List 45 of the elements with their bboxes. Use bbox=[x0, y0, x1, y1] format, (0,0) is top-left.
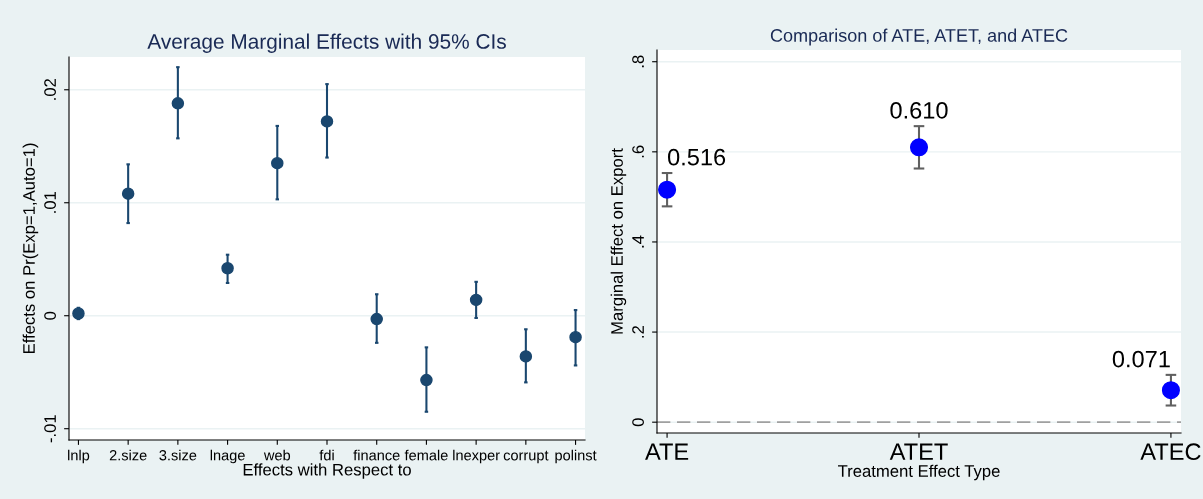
x-tick-label: web bbox=[263, 449, 291, 461]
y-axis-title: Effects on Pr(Exp=1,Auto=1) bbox=[22, 143, 39, 354]
x-tick-label: corrupt bbox=[503, 450, 549, 464]
point bbox=[320, 115, 334, 128]
data-label: 0.516 bbox=[668, 148, 726, 166]
x-tick-label: lnage bbox=[210, 449, 245, 464]
point bbox=[171, 97, 185, 110]
x-tick-label: ATET bbox=[889, 443, 948, 460]
y-tick-label: .02 bbox=[44, 79, 56, 100]
y-axis-title: Marginal Effect on Export bbox=[610, 148, 627, 334]
point bbox=[469, 293, 483, 307]
point bbox=[1161, 381, 1180, 400]
point bbox=[519, 350, 533, 363]
y-tick-label: .8 bbox=[632, 55, 644, 68]
y-tick-label: .4 bbox=[632, 235, 644, 248]
x-axis-title: Treatment Effect Type bbox=[838, 464, 1000, 481]
point bbox=[121, 187, 135, 200]
x-tick-label: finance bbox=[353, 449, 400, 461]
y-tick-label: -.01 bbox=[44, 415, 56, 443]
point bbox=[370, 312, 383, 326]
point bbox=[909, 138, 929, 157]
chart-title: Comparison of ATE, ATET, and ATEC bbox=[770, 28, 1068, 46]
y-tick-label: 0 bbox=[44, 311, 56, 320]
point bbox=[658, 180, 677, 199]
chart-title: Average Marginal Effects with 95% CIs bbox=[147, 33, 506, 53]
x-tick-label: 2.size bbox=[109, 449, 147, 461]
x-tick-label: female bbox=[404, 449, 448, 461]
point bbox=[221, 262, 234, 275]
data-label: 0.071 bbox=[1112, 350, 1170, 368]
y-tick-label: .2 bbox=[632, 325, 644, 338]
x-tick-label: ATE bbox=[645, 443, 689, 460]
y-tick-label: .01 bbox=[44, 191, 56, 213]
x-tick-label: lnlp bbox=[68, 449, 90, 464]
point bbox=[420, 373, 433, 387]
data-label: 0.610 bbox=[890, 101, 948, 119]
x-tick-label: 3.size bbox=[159, 449, 197, 461]
x-tick-label: fdi bbox=[319, 449, 334, 461]
point bbox=[569, 330, 582, 344]
x-axis-title: Effects with Respect to bbox=[243, 463, 411, 479]
x-tick-label: ATEC bbox=[1140, 443, 1201, 461]
x-tick-label: lnexper bbox=[453, 449, 500, 464]
y-tick-label: .6 bbox=[632, 145, 644, 158]
x-tick-label: polinst bbox=[555, 449, 597, 464]
point bbox=[271, 156, 284, 170]
y-tick-label: 0 bbox=[632, 418, 644, 427]
